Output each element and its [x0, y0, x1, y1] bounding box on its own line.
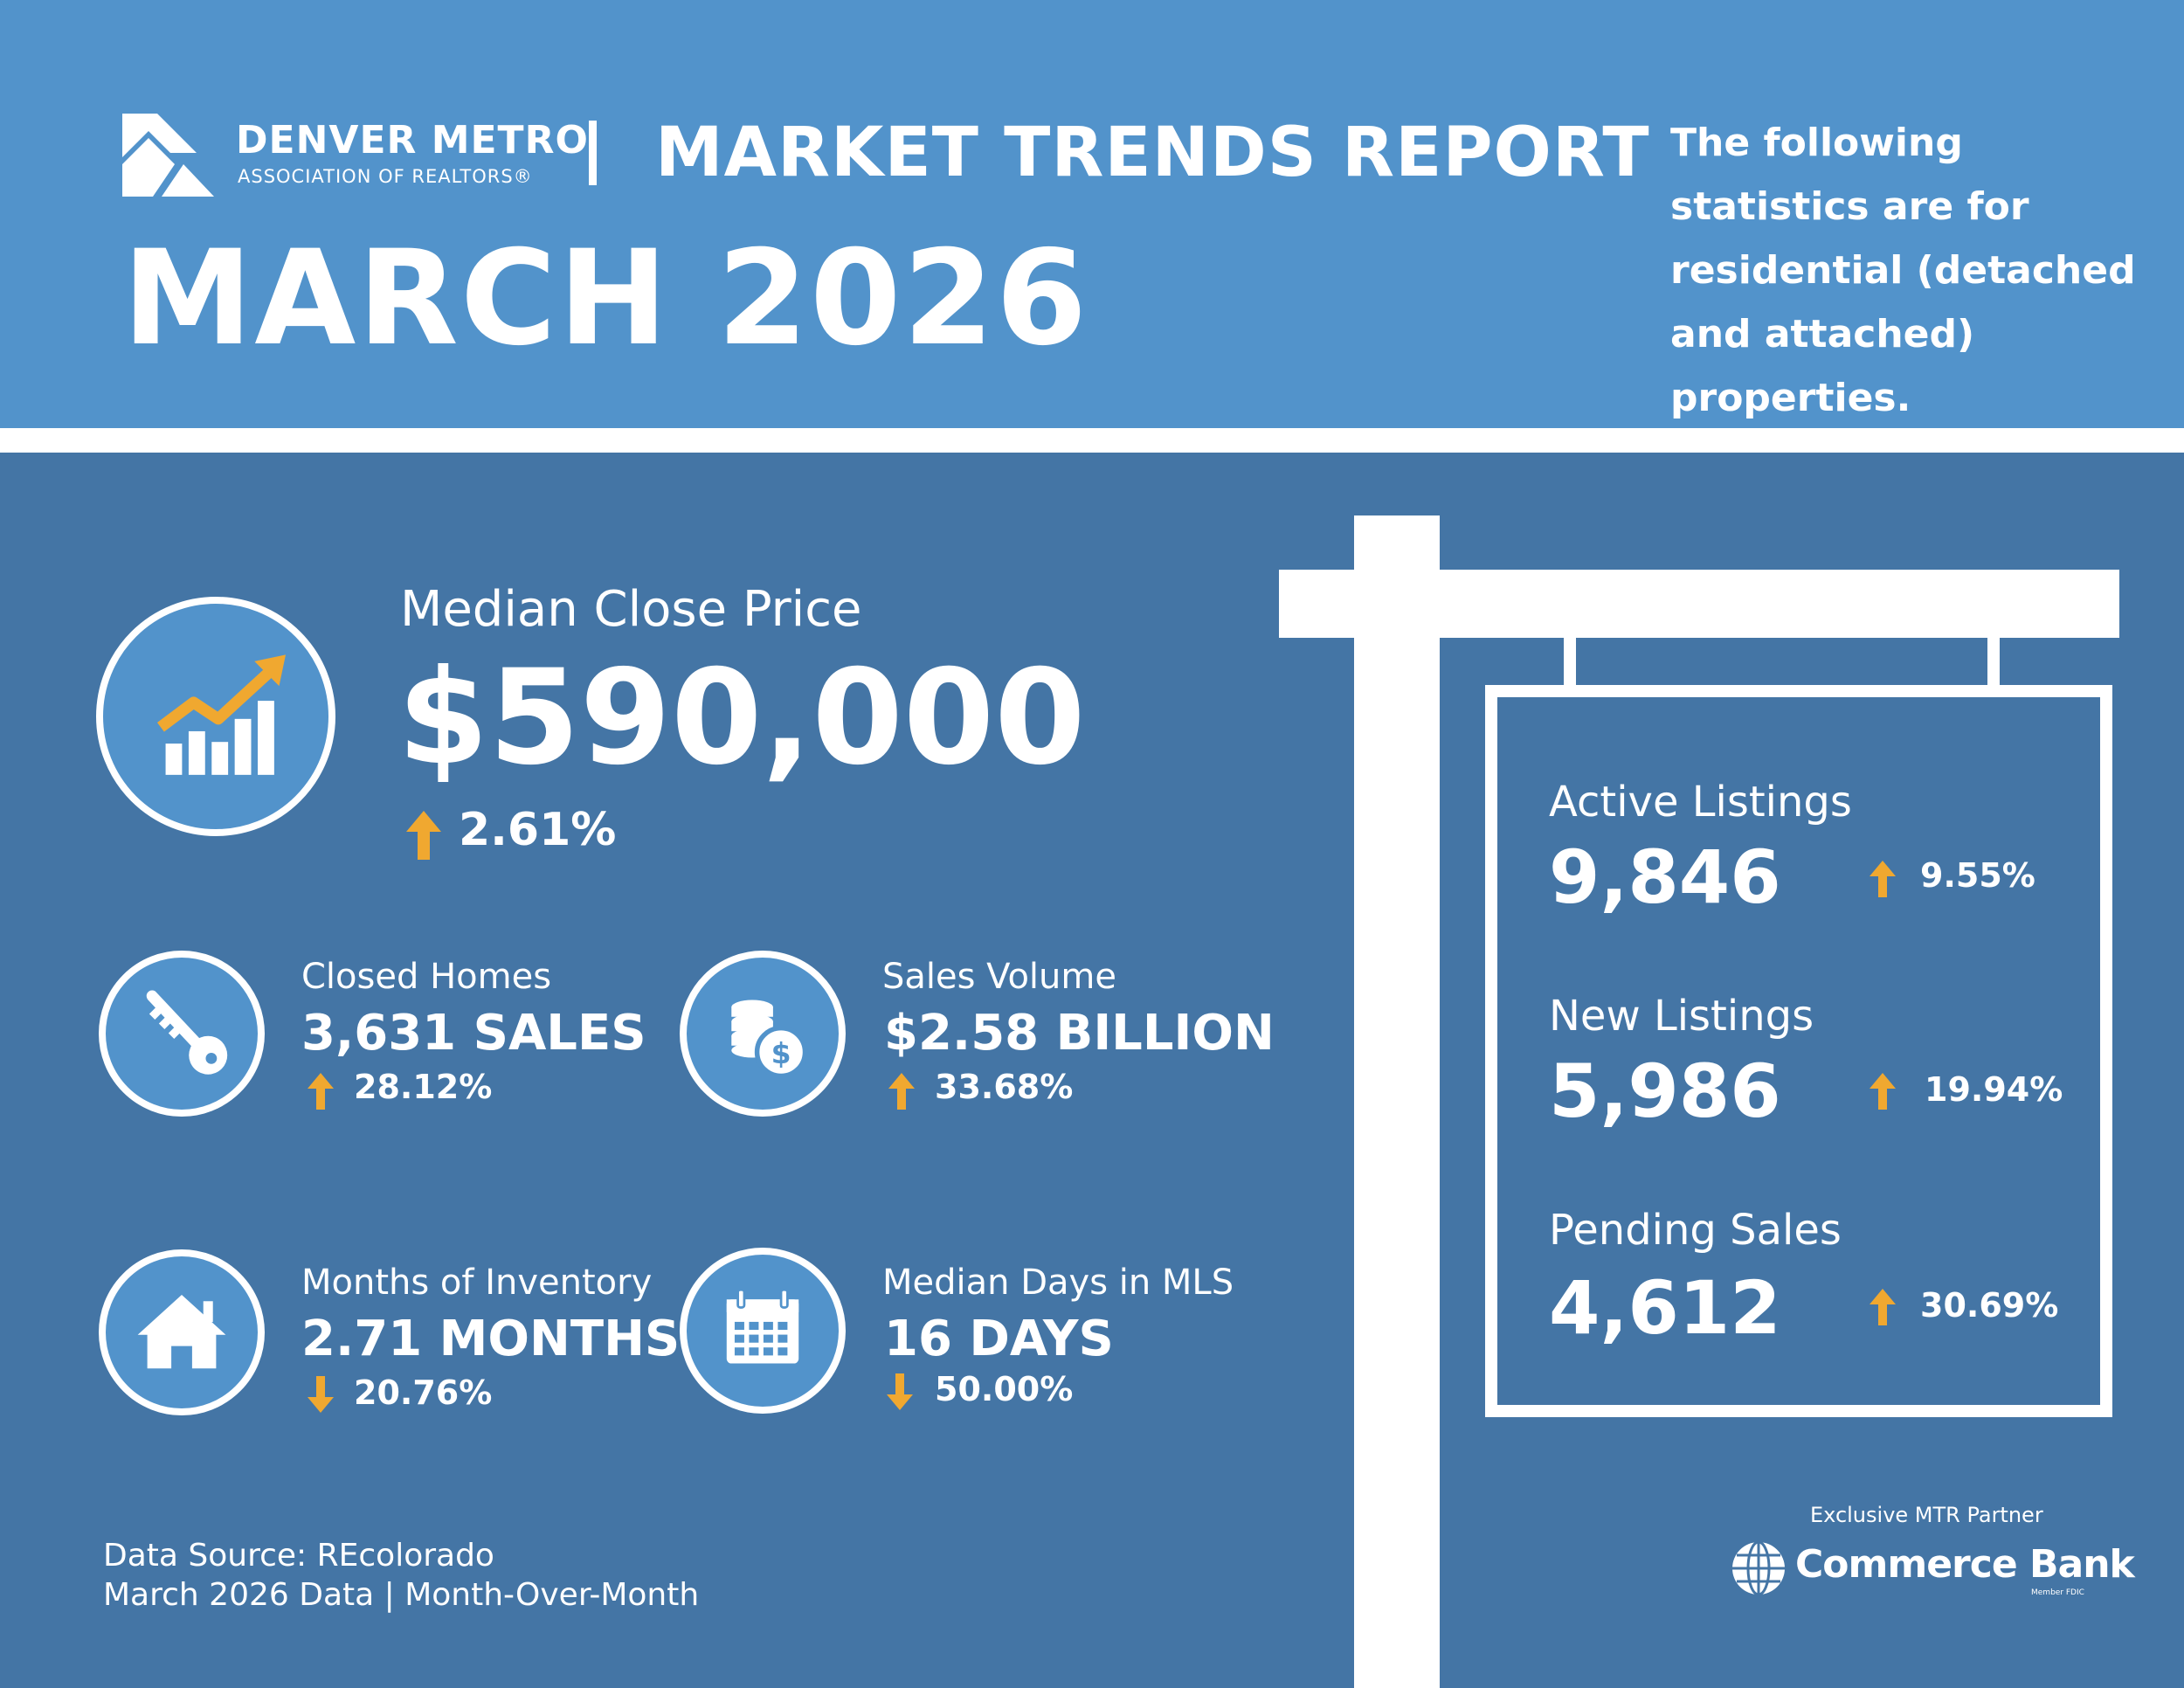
org-subtitle: ASSOCIATION OF REALTORS®	[238, 166, 533, 187]
globe-icon	[1732, 1540, 1785, 1596]
sales-volume-value: $2.58 BILLION	[884, 1005, 1275, 1062]
sign-pole	[1354, 515, 1440, 1688]
active-listings-change: 9.55%	[1920, 856, 2035, 895]
org-name: DENVER METRO	[236, 118, 589, 163]
calendar-icon	[680, 1248, 846, 1414]
intro-text: The following statistics are for residen…	[1670, 121, 2136, 420]
month-title: MARCH 2026	[122, 223, 1089, 375]
house-icon	[99, 1249, 265, 1415]
sign-board	[1485, 685, 2112, 1417]
median-close-price-change: 2.61%	[459, 804, 617, 856]
closed-homes-change: 28.12%	[354, 1068, 493, 1106]
up-arrow-icon	[1870, 1073, 1896, 1110]
svg-text:$: $	[771, 1036, 791, 1070]
down-arrow-icon	[887, 1373, 913, 1410]
months-inventory-label: Months of Inventory	[301, 1263, 653, 1303]
sales-volume-label: Sales Volume	[882, 957, 1116, 997]
up-arrow-icon	[308, 1073, 334, 1110]
days-in-mls-value: 16 DAYS	[884, 1311, 1114, 1367]
median-close-price-value: $590,000	[397, 642, 1086, 794]
header-banner: DENVER METRO ASSOCIATION OF REALTORS® MA…	[0, 0, 2184, 428]
months-inventory-change: 20.76%	[354, 1373, 493, 1412]
new-listings-change: 19.94%	[1925, 1070, 2063, 1109]
sales-volume-change: 33.68%	[935, 1068, 1074, 1106]
closed-homes-label: Closed Homes	[301, 957, 552, 997]
data-period: March 2026 Data | Month-Over-Month	[103, 1577, 700, 1613]
pending-sales-change: 30.69%	[1920, 1286, 2059, 1325]
sign-arm	[1279, 570, 2119, 638]
report-title: MARKET TRENDS REPORT	[655, 114, 1650, 192]
sign-chain	[1564, 636, 1576, 687]
coins-icon: $	[680, 951, 846, 1117]
median-close-price-label: Median Close Price	[400, 581, 862, 638]
partner-subtitle: Member FDIC	[2031, 1588, 2084, 1597]
months-inventory-value: 2.71 MONTHS	[301, 1311, 681, 1367]
up-arrow-icon	[406, 811, 441, 860]
key-icon	[99, 951, 265, 1117]
sign-chain	[1987, 636, 2000, 687]
growth-chart-icon	[96, 597, 335, 836]
up-arrow-icon	[1870, 861, 1896, 897]
data-source: Data Source: REcolorado	[103, 1538, 494, 1574]
active-listings-label: Active Listings	[1549, 778, 1852, 827]
new-listings-label: New Listings	[1549, 992, 1814, 1041]
pending-sales-label: Pending Sales	[1549, 1206, 1842, 1255]
closed-homes-value: 3,631 SALES	[301, 1005, 646, 1062]
up-arrow-icon	[888, 1073, 915, 1110]
dmar-logo-icon	[122, 114, 214, 197]
new-listings-value: 5,986	[1549, 1048, 1781, 1134]
pending-sales-value: 4,612	[1549, 1265, 1781, 1351]
days-in-mls-change: 50.00%	[935, 1370, 1074, 1408]
down-arrow-icon	[308, 1376, 334, 1413]
up-arrow-icon	[1870, 1289, 1896, 1325]
partner-label: Exclusive MTR Partner	[1810, 1503, 2043, 1527]
partner-name: Commerce Bank	[1795, 1542, 2135, 1587]
days-in-mls-label: Median Days in MLS	[882, 1263, 1234, 1303]
active-listings-value: 9,846	[1549, 834, 1781, 920]
title-separator	[589, 121, 597, 185]
